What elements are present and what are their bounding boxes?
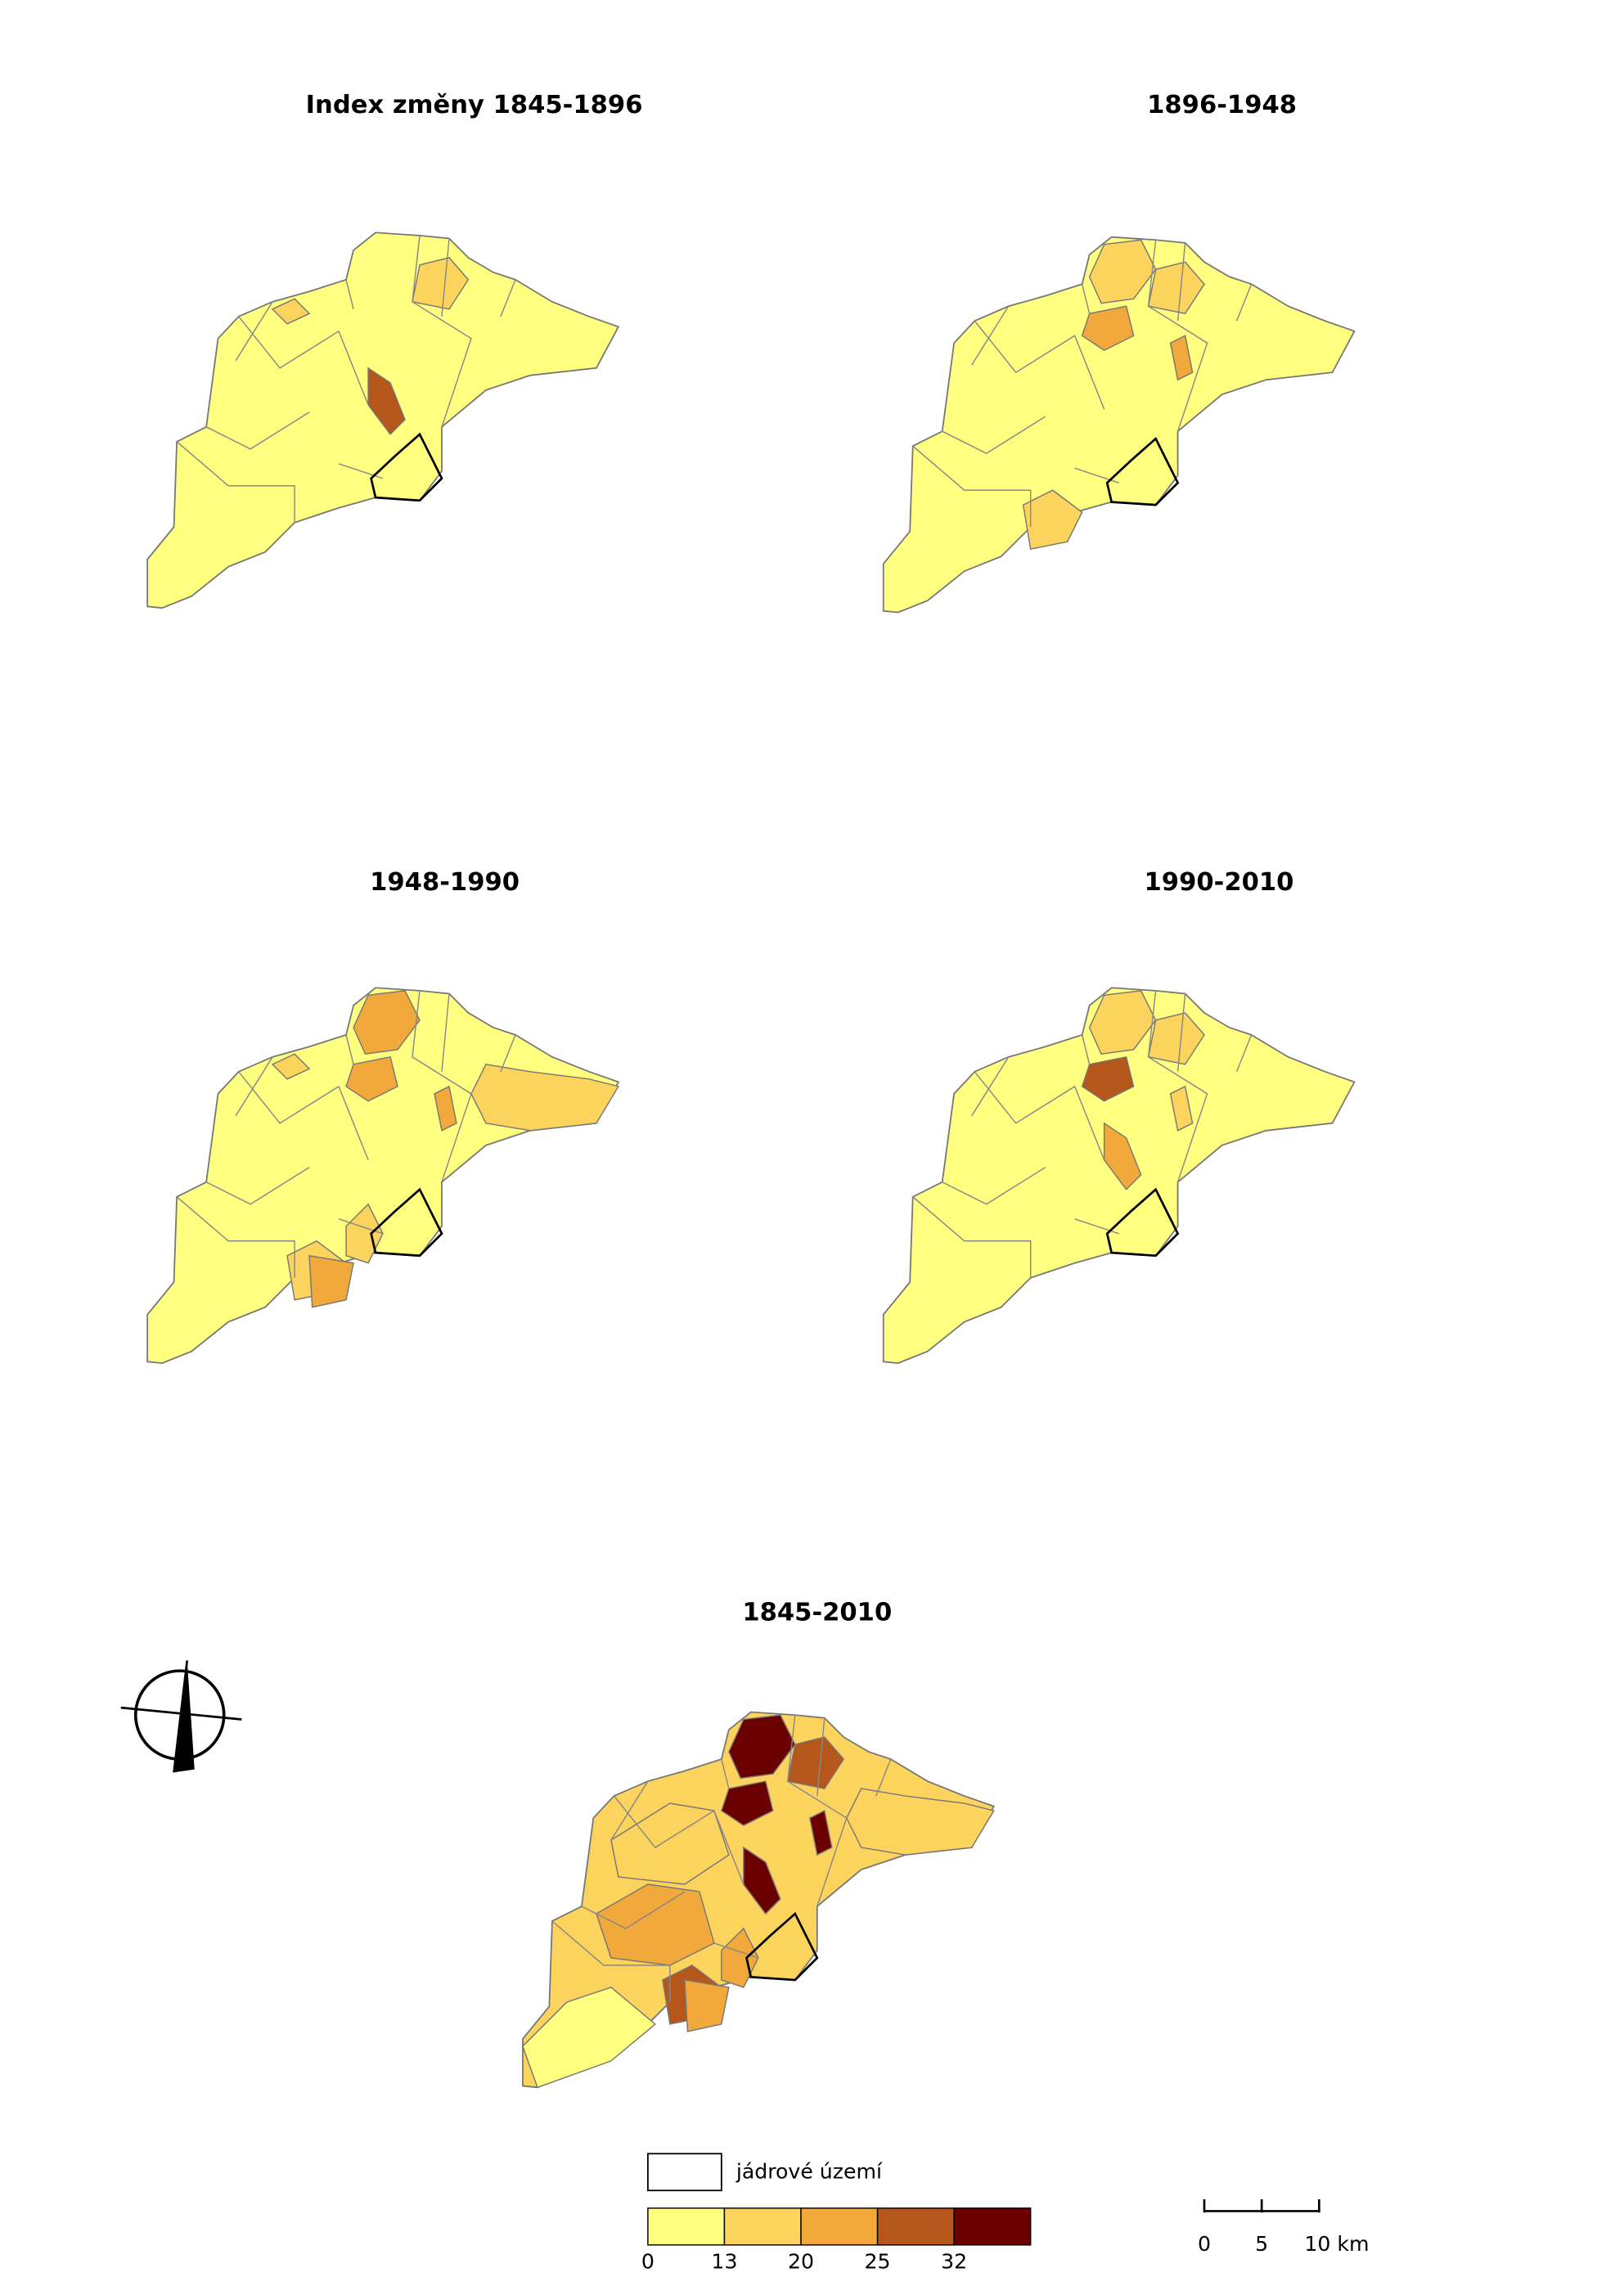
- legend-swatch: [876, 2207, 955, 2246]
- legend-break: 13: [711, 2249, 737, 2273]
- map-title: 1845-2010: [742, 1598, 892, 1627]
- map-title: 1896-1948: [1147, 91, 1297, 119]
- map: [146, 232, 620, 609]
- district: [1169, 1085, 1194, 1132]
- map-title: 1990-2010: [1145, 868, 1294, 897]
- legend-break: 20: [788, 2249, 814, 2273]
- district: [522, 1987, 657, 2089]
- district: [271, 298, 311, 325]
- district: [808, 1809, 833, 1856]
- district: [720, 1780, 774, 1826]
- district: [434, 1085, 457, 1132]
- district: [610, 1802, 730, 1885]
- map: [882, 236, 1356, 614]
- district: [845, 1788, 995, 1856]
- scale-bar: [1203, 2199, 1320, 2213]
- map-title: 1948-1990: [370, 868, 520, 897]
- district-borders: [551, 1715, 892, 2002]
- district: [1081, 1056, 1135, 1102]
- district: [1081, 305, 1135, 352]
- core-area: [745, 1911, 819, 1982]
- legend-swatch: [723, 2207, 802, 2246]
- legend-swatch: [953, 2207, 1032, 2246]
- map-title: Index změny 1845-1896: [306, 91, 643, 119]
- district-borders: [912, 240, 1253, 528]
- district: [743, 1846, 781, 1915]
- core-area: [370, 1187, 443, 1258]
- district: [1022, 489, 1083, 550]
- district-borders: [176, 235, 516, 523]
- core-swatch: [646, 2153, 722, 2192]
- map: [522, 1711, 995, 2089]
- scale-label: 10 km: [1304, 2232, 1369, 2256]
- scale-label: 5: [1255, 2232, 1268, 2256]
- district: [1169, 335, 1194, 381]
- legend-break: 25: [865, 2249, 891, 2273]
- legend-swatch: [647, 2207, 726, 2246]
- district-borders: [912, 990, 1253, 1278]
- north-arrow: [120, 1660, 242, 1773]
- district: [684, 1979, 730, 2032]
- district-borders: [176, 990, 516, 1278]
- district: [345, 1056, 398, 1102]
- core-area: [1105, 1187, 1180, 1258]
- map: [882, 987, 1356, 1365]
- core-label: jádrové území: [736, 2160, 883, 2184]
- legend-break: 0: [641, 2249, 655, 2273]
- legend-swatch: [800, 2207, 879, 2246]
- district: [470, 1064, 620, 1132]
- district: [1103, 1122, 1142, 1190]
- scale-label: 0: [1198, 2232, 1211, 2256]
- core-area: [1105, 436, 1180, 506]
- map: [146, 987, 620, 1365]
- legend-break: 32: [941, 2249, 967, 2273]
- core-area: [370, 432, 443, 502]
- district: [367, 367, 406, 435]
- district: [353, 990, 421, 1055]
- district: [271, 1053, 311, 1080]
- district: [308, 1254, 354, 1308]
